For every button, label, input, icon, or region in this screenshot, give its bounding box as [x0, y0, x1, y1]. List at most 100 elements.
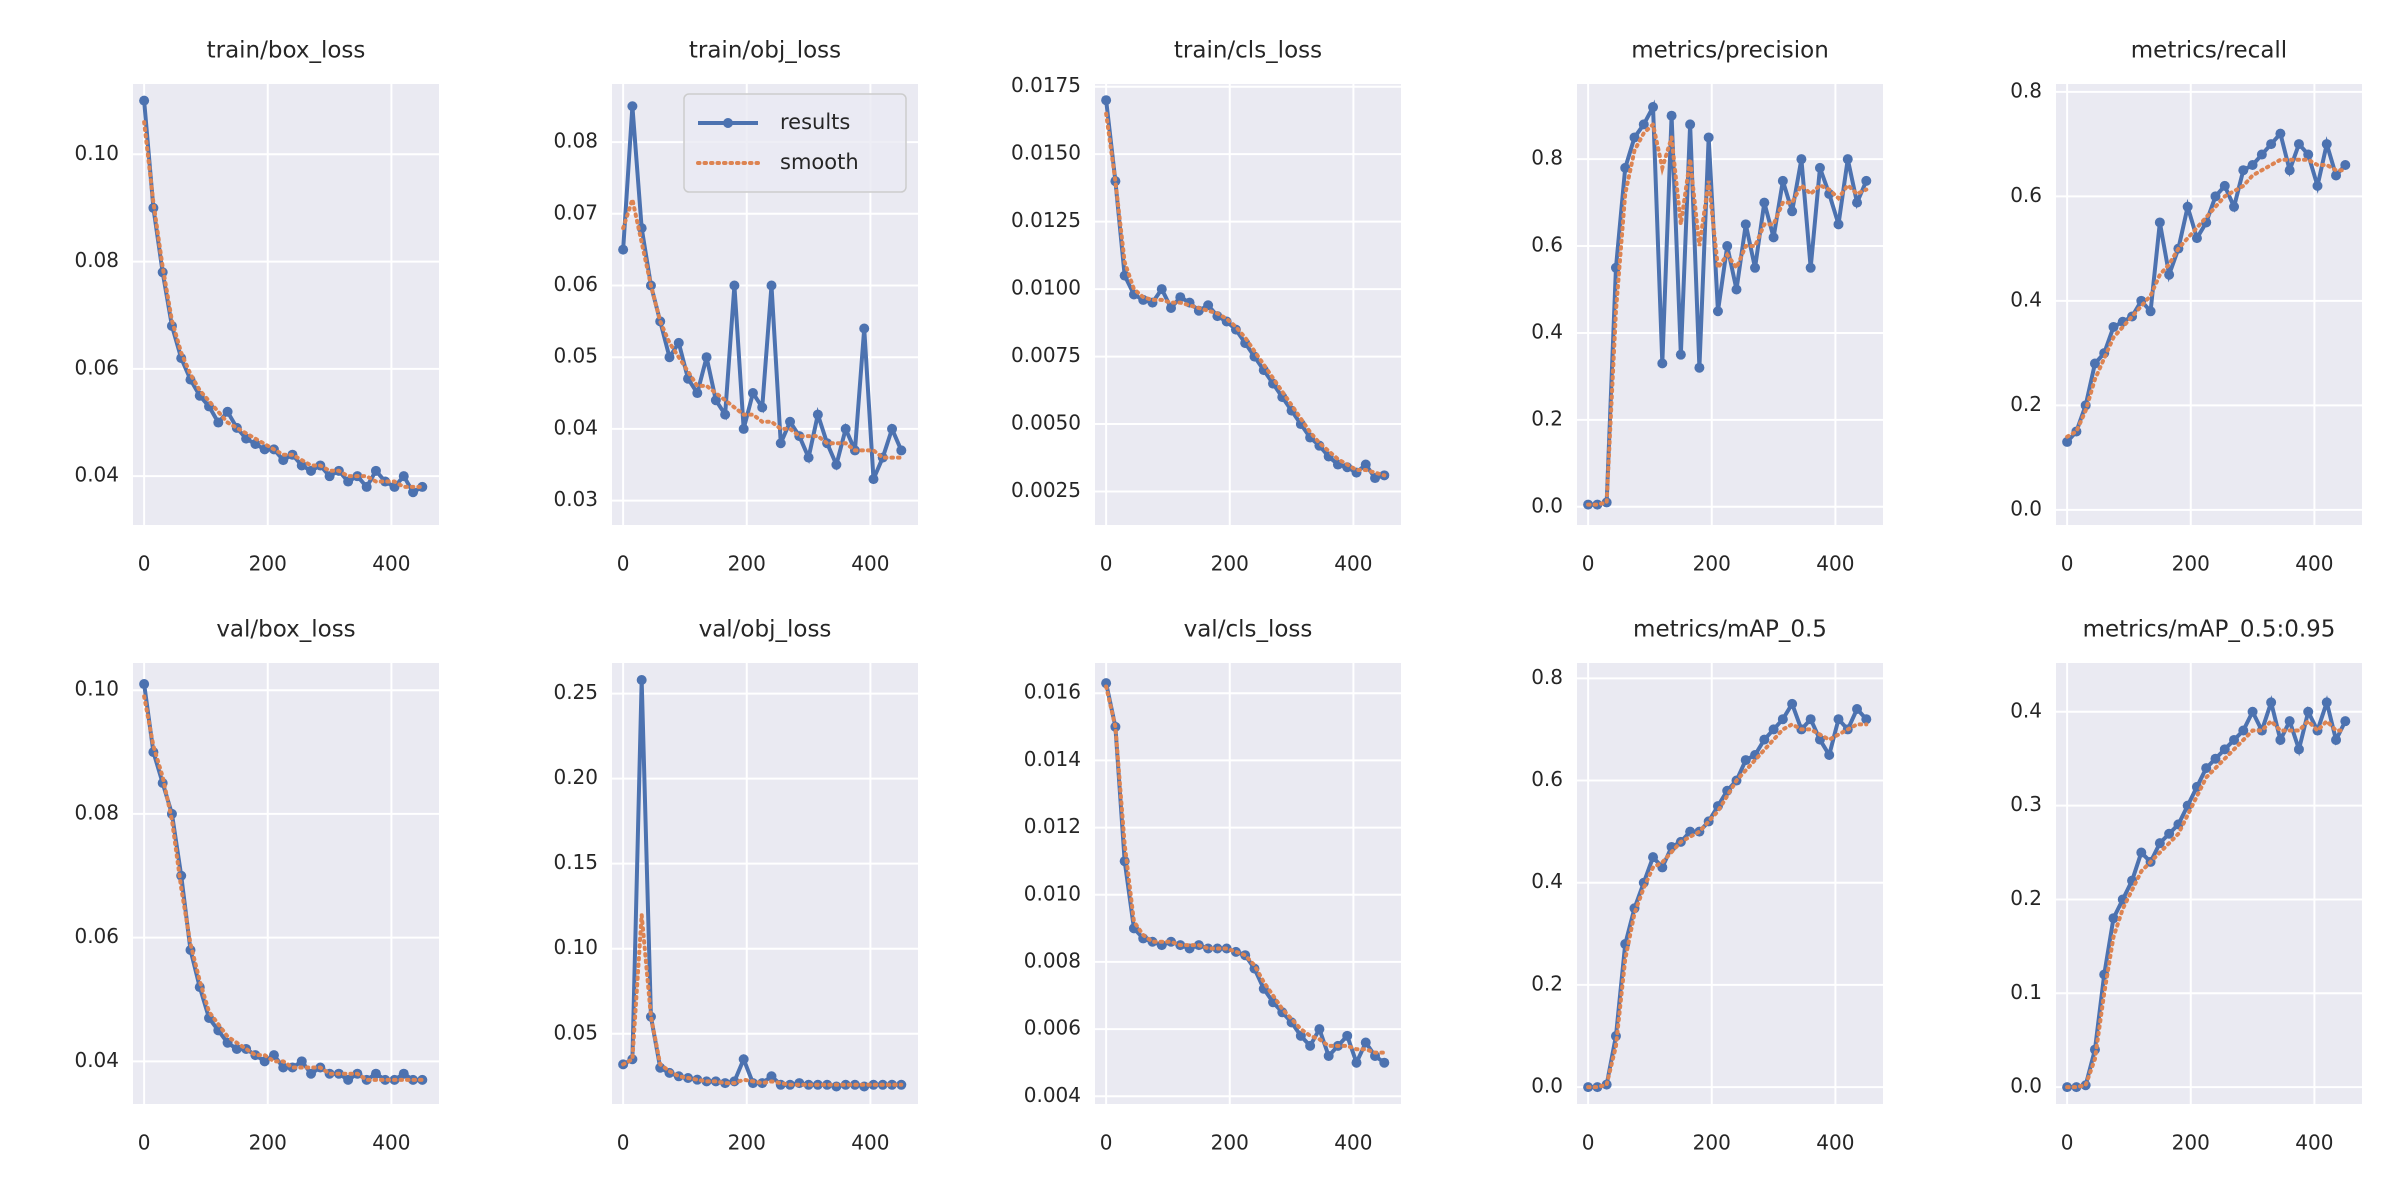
data-point — [2191, 233, 2202, 244]
data-point — [2182, 800, 2193, 811]
data-point — [1295, 1030, 1306, 1041]
data-point — [1166, 303, 1177, 314]
data-point — [1805, 714, 1816, 725]
data-point — [720, 409, 731, 420]
data-point — [380, 1074, 391, 1085]
subplot-title: metrics/recall — [2131, 38, 2287, 64]
data-point — [692, 388, 703, 399]
x-tick-label: 0 — [138, 1131, 151, 1155]
data-point — [1833, 714, 1844, 725]
subplot-title: metrics/precision — [1631, 38, 1829, 64]
data-point — [1842, 154, 1853, 165]
x-tick-label: 400 — [1816, 1131, 1854, 1155]
series-line — [1586, 722, 1869, 1090]
subplot-title: val/obj_loss — [699, 617, 832, 643]
x-tick-label: 400 — [1334, 1131, 1372, 1155]
y-tick-label: 0.08 — [553, 129, 598, 153]
data-point — [2266, 697, 2277, 708]
data-point — [1824, 749, 1835, 760]
data-point — [1861, 175, 1872, 186]
data-point — [2293, 744, 2304, 755]
data-point — [2145, 306, 2156, 317]
y-tick-label: 0.04 — [74, 463, 119, 487]
y-tick-label: 0.10 — [553, 935, 598, 959]
data-point — [1703, 132, 1714, 143]
data-point — [417, 481, 428, 492]
data-point — [747, 388, 758, 399]
data-point — [1824, 188, 1835, 199]
data-point — [2321, 139, 2332, 150]
x-tick-label: 200 — [1211, 1131, 1249, 1155]
y-tick-label: 0.4 — [2010, 698, 2042, 722]
data-point — [1175, 292, 1186, 303]
data-point — [1314, 1024, 1325, 1035]
subplot-title: train/box_loss — [207, 38, 366, 64]
data-point — [2321, 697, 2332, 708]
y-tick-label: 0.15 — [553, 850, 598, 874]
y-tick-label: 0.4 — [1531, 319, 1563, 343]
data-point — [2164, 269, 2175, 280]
data-point — [2219, 744, 2230, 755]
data-point — [627, 101, 638, 112]
data-point — [1666, 841, 1677, 852]
data-point — [1861, 714, 1872, 725]
data-point — [1740, 219, 1751, 230]
x-tick-label: 0 — [1100, 552, 1113, 576]
data-point — [389, 481, 400, 492]
data-point — [812, 409, 823, 420]
y-tick-label: 0.0025 — [1011, 478, 1081, 502]
series-line — [142, 694, 425, 1082]
subplot: train/obj_loss 0.03 0.04 0.05 0.06 0.07 0.08 0 2… — [553, 38, 918, 576]
data-point — [306, 465, 317, 476]
data-point — [2201, 763, 2212, 774]
y-tick-label: 0.05 — [553, 344, 598, 368]
subplot: metrics/mAP_0.5 0.0 0.2 0.4 0.6 0.8 0 200 400 — [1531, 617, 1883, 1155]
series-line — [2065, 718, 2348, 1090]
plot-area — [612, 663, 918, 1104]
data-point — [2154, 217, 2165, 228]
data-point — [738, 1054, 749, 1065]
data-point — [1620, 162, 1631, 173]
x-tick-label: 400 — [2295, 552, 2333, 576]
data-point — [2229, 201, 2240, 212]
y-tick-label: 0.20 — [553, 765, 598, 789]
data-point — [1768, 232, 1779, 243]
data-point — [250, 438, 261, 449]
data-point — [1156, 284, 1167, 295]
data-point — [1360, 459, 1371, 470]
y-tick-label: 0.04 — [553, 415, 598, 439]
data-point — [2219, 180, 2230, 191]
data-point — [887, 423, 898, 434]
x-tick-label: 400 — [1334, 552, 1372, 576]
x-tick-label: 0 — [1582, 552, 1595, 576]
y-tick-label: 0.0100 — [1011, 276, 1081, 300]
y-tick-label: 0.10 — [74, 677, 119, 701]
subplot: metrics/mAP_0.5:0.95 0.0 0.1 0.2 0.3 0.4 0 200 4… — [2010, 617, 2362, 1155]
data-point — [2210, 753, 2221, 764]
y-tick-label: 0.06 — [553, 272, 598, 296]
data-point — [1694, 362, 1705, 373]
data-point — [278, 455, 289, 466]
data-point — [1648, 852, 1659, 863]
data-point — [2108, 321, 2119, 332]
y-tick-label: 0.014 — [1024, 747, 1081, 771]
x-tick-label: 200 — [728, 1131, 766, 1155]
y-tick-label: 0.08 — [74, 248, 119, 272]
y-tick-label: 0.0150 — [1011, 141, 1081, 165]
y-tick-label: 0.0 — [1531, 1074, 1563, 1098]
data-point — [618, 244, 629, 255]
data-point — [259, 1056, 270, 1067]
data-point — [2164, 828, 2175, 839]
data-point — [343, 1074, 354, 1085]
data-point — [1379, 1057, 1390, 1068]
subplot: metrics/precision 0.0 0.2 0.4 0.6 0.8 0 200 400 — [1531, 38, 1883, 576]
data-point — [231, 1043, 242, 1054]
data-point — [1833, 219, 1844, 230]
data-point — [1777, 175, 1788, 186]
x-tick-label: 0 — [138, 552, 151, 576]
data-point — [296, 1056, 307, 1067]
series-line — [621, 914, 904, 1087]
y-tick-label: 0.8 — [2010, 78, 2042, 102]
data-point — [1759, 734, 1770, 745]
data-point — [1101, 678, 1112, 689]
